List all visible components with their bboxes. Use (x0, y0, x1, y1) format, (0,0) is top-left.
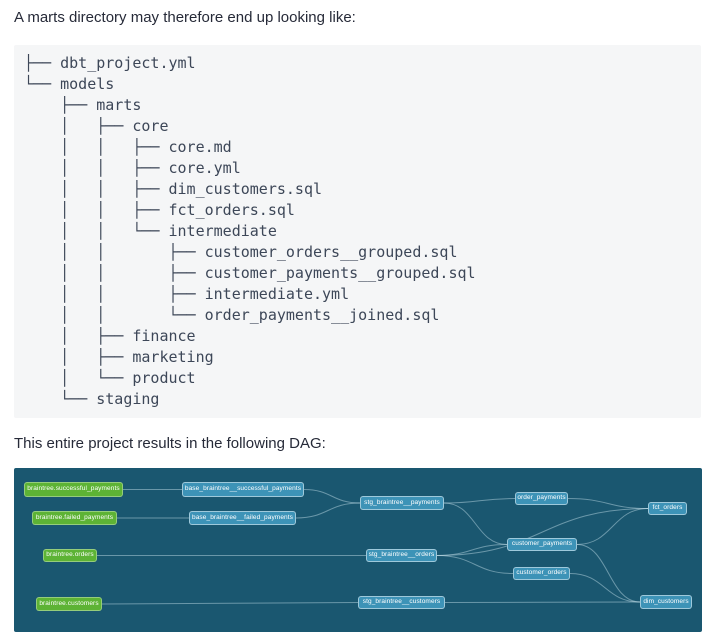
dag-edge-stg_customers-dim_customers (444, 601, 641, 603)
dag-edge-stg_orders-customer_orders (436, 555, 514, 574)
dag-edges-layer (97, 489, 649, 605)
dag-edge-customer_orders-dim_customers (569, 573, 641, 603)
dag-node-customer_orders[interactable]: customer_orders (513, 567, 570, 580)
dag-node-fct_orders[interactable]: fct_orders (648, 502, 687, 515)
dag-edge-base_successful_payments-stg_payments (303, 489, 361, 504)
dag-edge-order_payments-fct_orders (567, 498, 649, 509)
dag-node-src_failed_payments[interactable]: braintree.failed_payments (32, 511, 117, 525)
dag-edge-stg_orders-customer_payments (436, 544, 508, 556)
intro-paragraph: A marts directory may therefore end up l… (14, 9, 356, 26)
dag-node-base_failed_payments[interactable]: base_braintree__failed_payments (189, 511, 296, 525)
dag-edge-src_customers-stg_customers (101, 602, 359, 605)
dag-edge-stg_payments-order_payments (443, 498, 516, 504)
dag-edge-customer_payments-fct_orders (576, 508, 649, 545)
dag-paragraph: This entire project results in the follo… (14, 435, 326, 452)
dag-edge-stg_payments-customer_payments (443, 502, 508, 545)
dag-node-src_successful_payments[interactable]: braintree.successful_payments (24, 482, 123, 497)
dag-node-stg_orders[interactable]: stg_braintree__orders (366, 549, 437, 562)
dag-node-base_successful_payments[interactable]: base_braintree__successful_payments (182, 482, 304, 497)
dag-edge-stg_orders-fct_orders (436, 508, 649, 556)
dag-node-src_orders[interactable]: braintree.orders (43, 549, 97, 562)
dag-edge-base_failed_payments-stg_payments (295, 502, 361, 519)
dag-node-order_payments[interactable]: order_payments (515, 492, 568, 505)
dag-node-stg_customers[interactable]: stg_braintree__customers (358, 596, 445, 609)
dag-node-stg_payments[interactable]: stg_braintree__payments (360, 496, 444, 510)
directory-tree-code-block: ├── dbt_project.yml └── models ├── marts… (14, 45, 701, 418)
dag-graph: braintree.successful_payments base_braint… (14, 468, 702, 632)
dag-node-customer_payments[interactable]: customer_payments (507, 538, 577, 551)
dag-node-dim_customers[interactable]: dim_customers (640, 595, 692, 609)
dag-edge-customer_payments-dim_customers (576, 544, 641, 603)
dag-node-src_customers[interactable]: braintree.customers (36, 597, 102, 611)
